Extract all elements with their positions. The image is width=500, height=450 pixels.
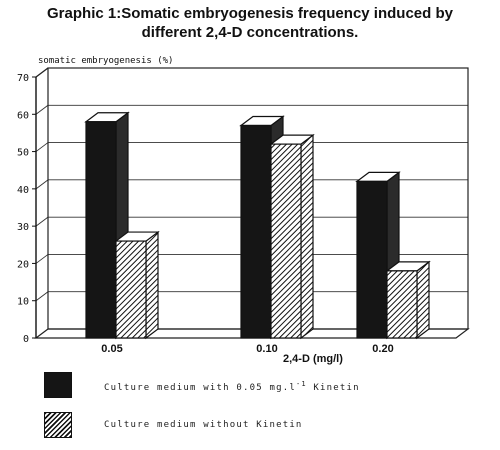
bar-without-kinetin-0.05 [114,230,160,340]
y-tick-label: 60 [17,110,29,121]
y-tick-label: 40 [17,185,29,196]
gridline-slant [35,291,49,302]
y-tick-label: 20 [17,259,29,270]
gridline-slant [35,216,49,227]
chart-title-line-2: different 2,4-D concentrations. [141,24,359,41]
bar-without-kinetin-0.20 [385,260,431,340]
bar-front [85,121,117,339]
bar-side [416,260,430,340]
y-axis-label: somatic embryogenesis (%) [38,56,174,66]
y-tick-label: 10 [17,297,29,308]
bar-front [386,270,418,339]
bar-side [300,133,314,340]
gridline-slant [35,142,49,152]
y-tick-label: 0 [23,334,29,345]
plot-floor [34,328,470,339]
bar-with-kinetin-0.05 [84,111,130,340]
legend-swatch-hatched [44,412,72,438]
bar-front [270,143,302,339]
y-tick-label: 70 [17,73,29,84]
legend-label-with-kinetin-suffix: Kinetin [313,383,360,393]
legend-swatch-solid [44,372,72,398]
x-axis-label: 2,4-D (mg/l) [283,353,343,365]
y-tick-label: 50 [17,148,29,159]
gridline-slant [35,254,49,264]
gridline-slant [35,104,49,115]
legend-label-with-kinetin: Culture medium with 0.05 mg.l-1 Kinetin [104,380,360,393]
chart-title-line-1: Graphic 1:Somatic embryogenesis frequenc… [47,5,453,22]
bar-front [240,124,272,339]
plot-top-edge [35,67,49,78]
x-tick-label: 0.20 [372,343,393,355]
bars [84,111,431,340]
chart-title: Graphic 1:Somatic embryogenesis frequenc… [4,4,496,42]
x-tick-label: 0.05 [101,343,122,355]
axis-labels: 0 10 20 30 40 50 60 70 0.05 0.10 0.20 2,4-D (mg/l) [17,73,394,365]
legend-label-superscript: -1 [295,380,307,388]
bar-front [356,180,388,339]
legend-label-with-kinetin-text: Culture medium with 0.05 mg.l [104,383,296,393]
gridline-slant [35,179,49,190]
y-tick-label: 30 [17,222,29,233]
bar-without-kinetin-0.10 [269,133,315,340]
x-tick-label: 0.10 [256,343,277,355]
bar-side [145,230,159,340]
legend-label-without-kinetin: Culture medium without Kinetin [104,420,303,430]
bar-front [115,240,147,339]
